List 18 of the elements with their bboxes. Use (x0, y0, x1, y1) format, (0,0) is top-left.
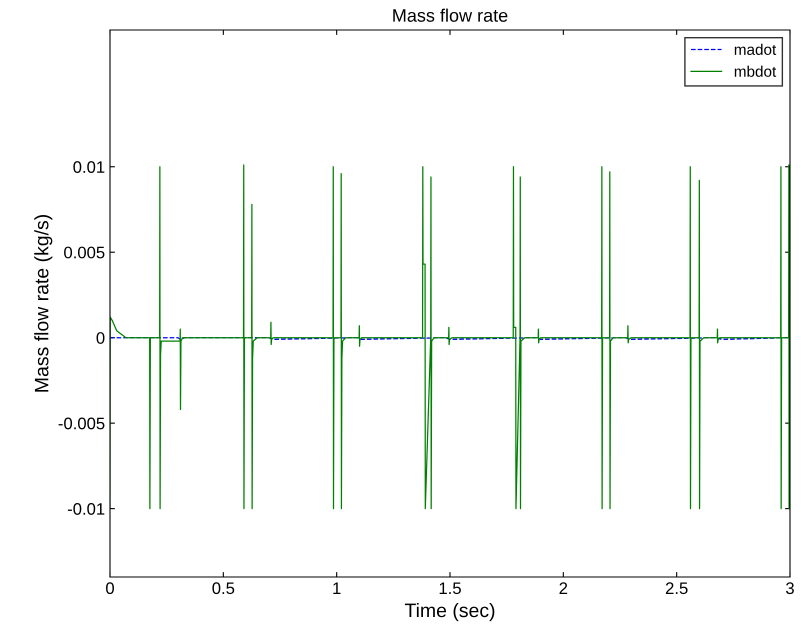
line-series (110, 164, 790, 510)
y-tick-label: 0.005 (64, 246, 104, 258)
x-axis-title: Time (sec) (404, 602, 494, 622)
y-tick-label: 0.01 (73, 161, 104, 173)
y-tick-label: 0 (96, 332, 104, 344)
y-tick-label: -0.005 (58, 418, 104, 430)
legend-label: mbdot (734, 66, 776, 77)
legend-label: madot (734, 44, 776, 55)
x-tick-label: 0.5 (212, 582, 234, 594)
x-tick-label: 1 (333, 582, 340, 594)
x-tick-label: 2.5 (666, 582, 688, 594)
x-tick-label: 3 (786, 582, 794, 594)
y-tick-label: -0.01 (68, 503, 104, 515)
x-tick-label: 2 (560, 582, 568, 594)
x-tick-label: 1.5 (440, 582, 461, 594)
chart-title: Mass flow rate (393, 8, 508, 22)
x-tick-label: 0 (106, 582, 114, 594)
y-axis-title: Mass flow rate (kg/s) (34, 215, 52, 392)
